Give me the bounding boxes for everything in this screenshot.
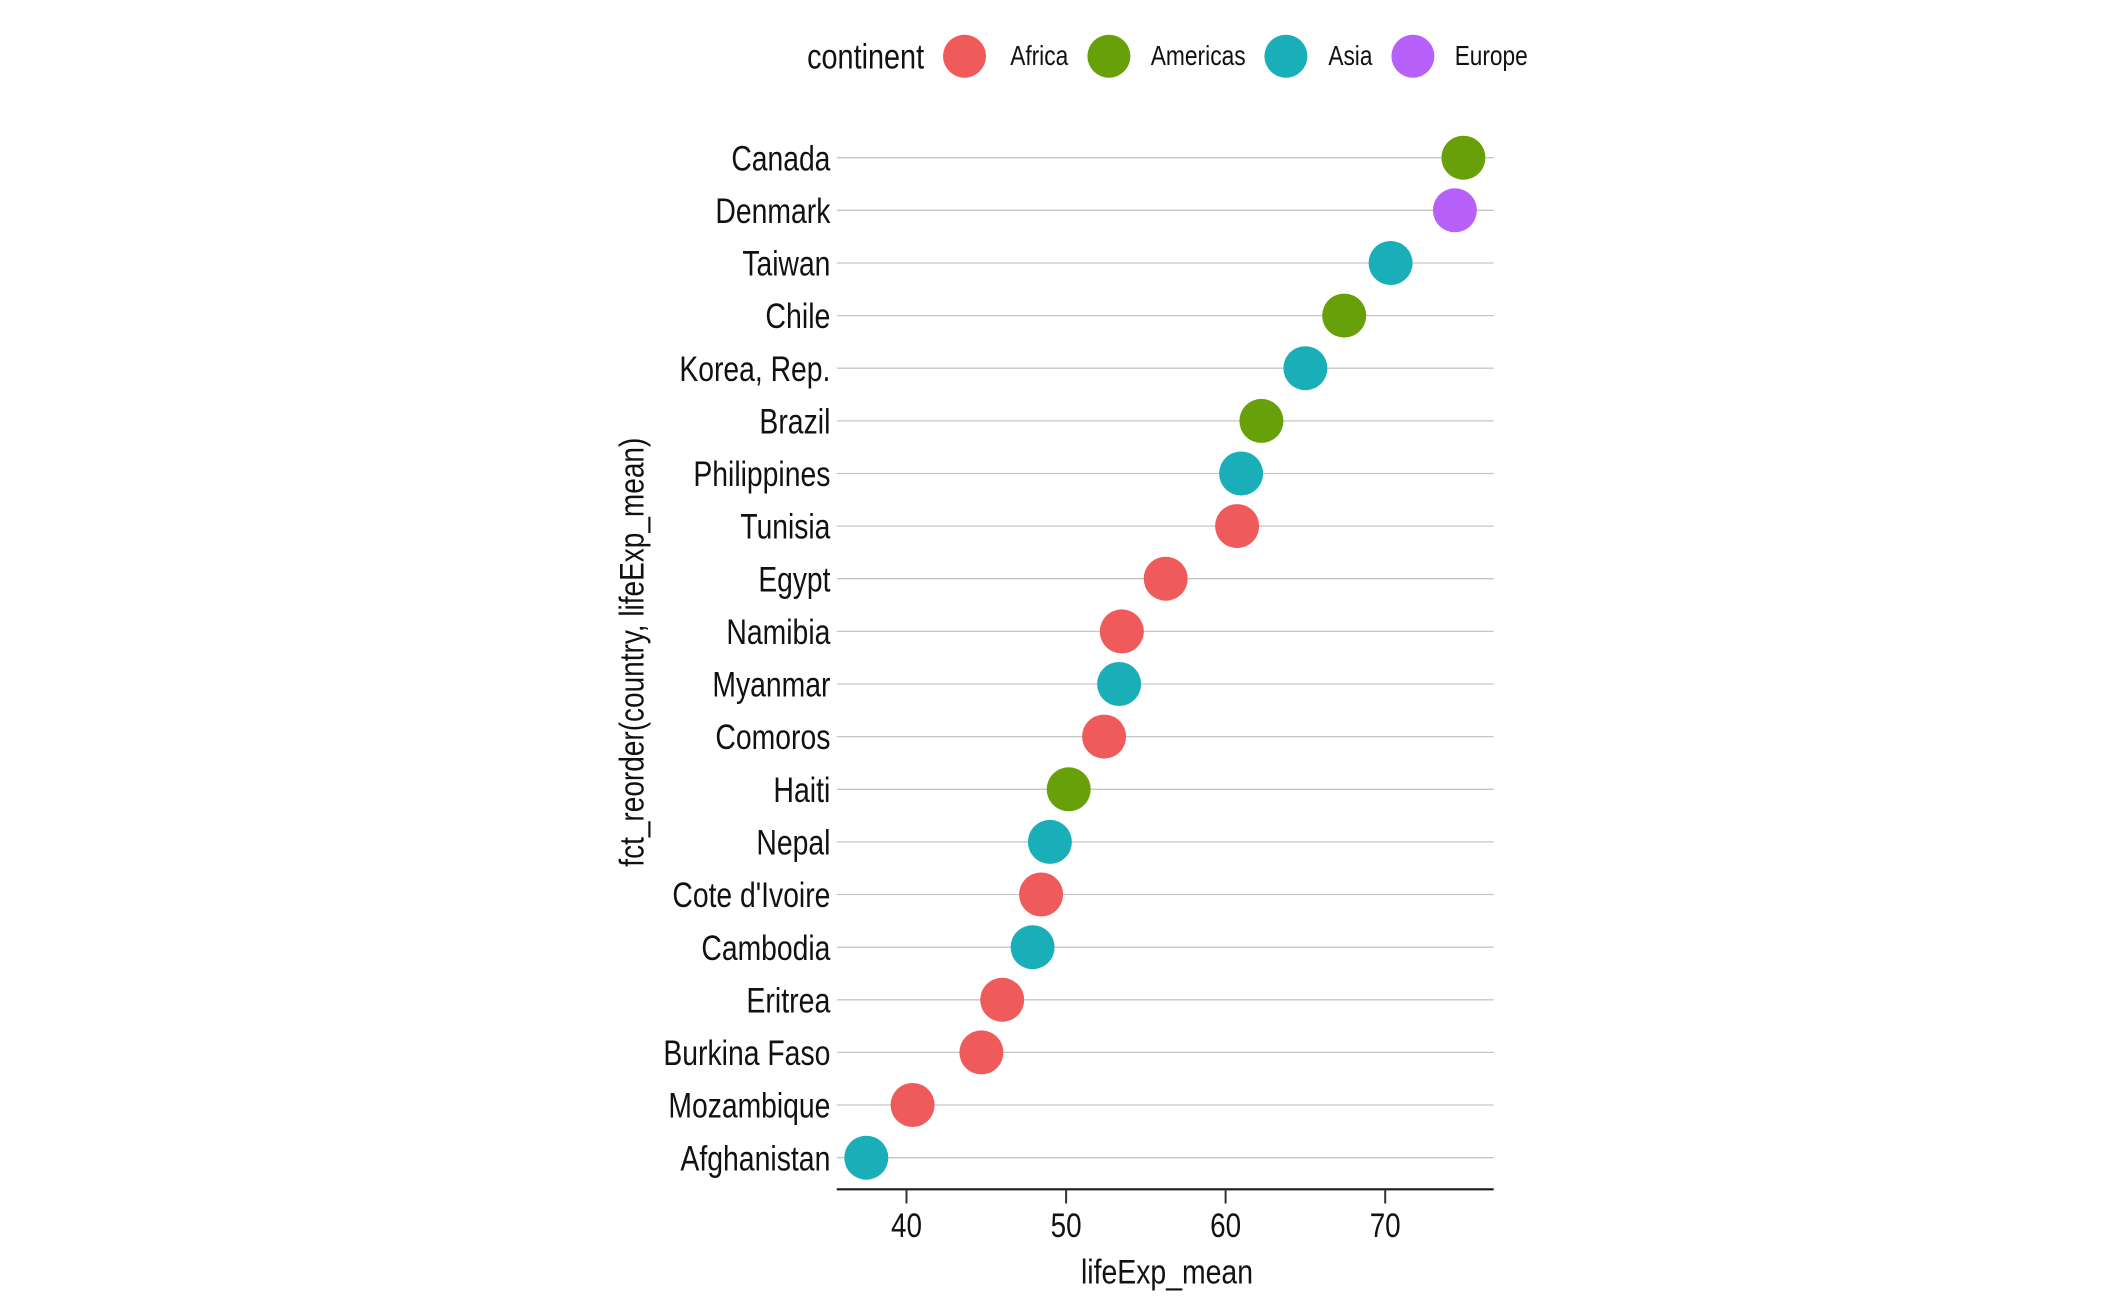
svg-text:Europe: Europe — [1455, 40, 1528, 71]
svg-text:fct_reorder(country, lifeExp_m: fct_reorder(country, lifeExp_mean) — [614, 438, 652, 867]
svg-text:50: 50 — [1051, 1207, 1082, 1245]
svg-text:40: 40 — [891, 1207, 922, 1245]
svg-text:Afghanistan: Afghanistan — [680, 1139, 830, 1178]
svg-text:Chile: Chile — [765, 297, 830, 336]
svg-text:Taiwan: Taiwan — [742, 245, 830, 284]
svg-text:Cambodia: Cambodia — [701, 929, 830, 968]
svg-text:Africa: Africa — [1010, 40, 1068, 71]
svg-text:Tunisia: Tunisia — [740, 508, 830, 547]
svg-text:Mozambique: Mozambique — [668, 1087, 830, 1126]
svg-text:continent: continent — [807, 38, 924, 77]
svg-text:Eritrea: Eritrea — [746, 981, 830, 1020]
svg-text:Canada: Canada — [731, 139, 830, 178]
svg-text:70: 70 — [1370, 1207, 1401, 1245]
svg-text:Haiti: Haiti — [773, 771, 830, 810]
svg-text:Philippines: Philippines — [693, 455, 830, 494]
svg-text:Brazil: Brazil — [759, 403, 830, 442]
svg-text:lifeExp_mean: lifeExp_mean — [1081, 1254, 1253, 1292]
svg-text:Egypt: Egypt — [758, 560, 830, 599]
svg-text:Comoros: Comoros — [715, 718, 830, 757]
svg-text:Asia: Asia — [1328, 40, 1372, 71]
svg-text:Cote d'Ivoire: Cote d'Ivoire — [672, 876, 830, 915]
svg-text:Myanmar: Myanmar — [712, 666, 830, 705]
svg-text:Korea, Rep.: Korea, Rep. — [679, 350, 830, 389]
svg-text:Nepal: Nepal — [756, 824, 830, 863]
svg-text:Namibia: Namibia — [726, 613, 830, 652]
svg-text:Denmark: Denmark — [715, 192, 830, 231]
svg-text:60: 60 — [1210, 1207, 1241, 1245]
svg-text:Americas: Americas — [1151, 40, 1246, 71]
svg-text:Burkina Faso: Burkina Faso — [663, 1034, 830, 1073]
